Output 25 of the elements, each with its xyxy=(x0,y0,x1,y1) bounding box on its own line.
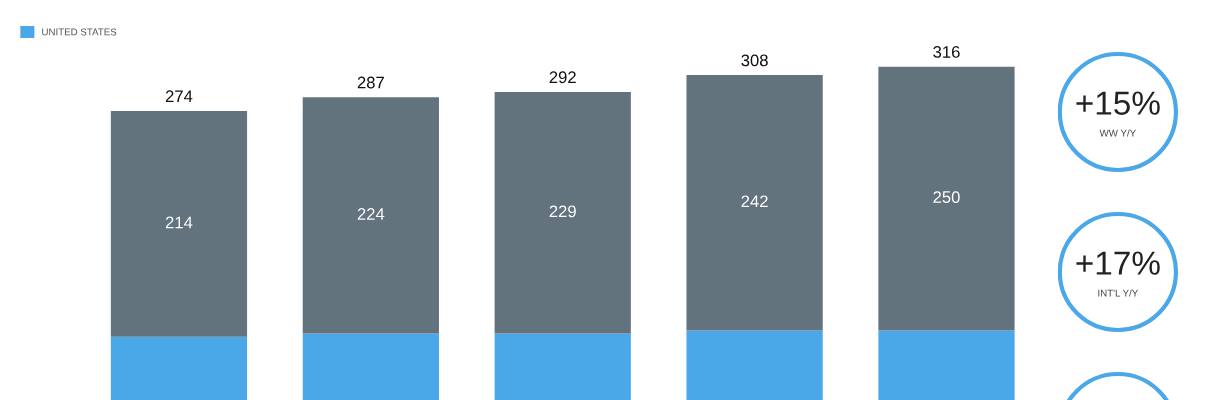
data-label: 250 xyxy=(933,191,960,203)
total-label: 274 xyxy=(165,90,193,102)
text: +15% xyxy=(1076,91,1160,115)
legend-label: UNITED STATES xyxy=(42,28,117,36)
bar xyxy=(494,333,631,400)
text: INT'L Y/Y xyxy=(1098,289,1139,297)
bar xyxy=(302,97,439,334)
bar xyxy=(494,91,631,334)
total-label: 308 xyxy=(741,54,768,67)
data-label: 229 xyxy=(549,205,576,218)
total-label: 287 xyxy=(357,76,384,89)
bar xyxy=(110,110,248,337)
total-label: 292 xyxy=(549,71,576,84)
bar xyxy=(878,66,1015,331)
total-label: 316 xyxy=(933,46,960,58)
bar xyxy=(110,336,248,400)
data-label: 214 xyxy=(165,216,193,229)
text: +17% xyxy=(1076,251,1160,275)
bar xyxy=(686,75,823,331)
data-label: 224 xyxy=(357,208,385,220)
data-label: 242 xyxy=(741,195,768,208)
bar xyxy=(302,333,439,400)
bar xyxy=(686,330,823,400)
bar xyxy=(878,330,1015,400)
text: WW Y/Y xyxy=(1099,129,1136,137)
